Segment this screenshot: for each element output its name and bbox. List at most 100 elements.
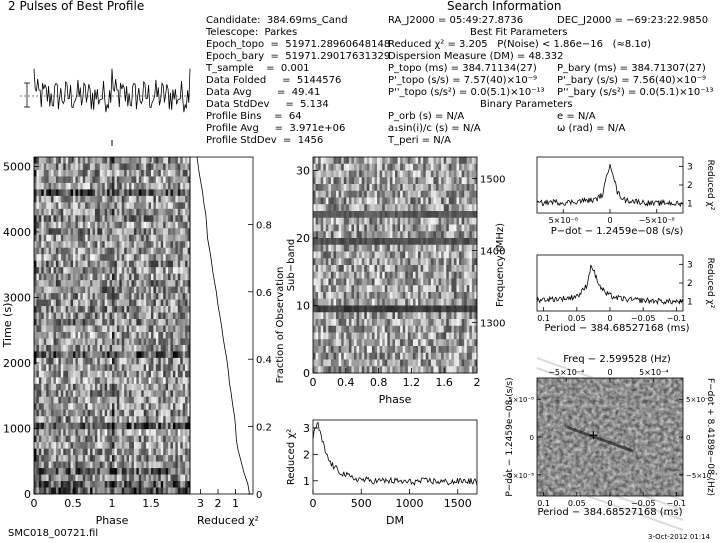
heatmap-cell bbox=[377, 265, 380, 272]
heatmap-cell bbox=[139, 481, 142, 488]
heatmap-cell bbox=[161, 345, 164, 352]
heatmap-cell bbox=[367, 265, 370, 272]
heatmap-cell bbox=[377, 279, 380, 286]
heatmap-cell bbox=[349, 265, 352, 272]
heatmap-cell bbox=[41, 274, 44, 281]
heatmap-cell bbox=[39, 442, 42, 449]
heatmap-cell bbox=[73, 189, 76, 196]
heatmap-cell bbox=[451, 245, 454, 252]
heatmap-cell bbox=[34, 300, 37, 307]
heatmap-cell bbox=[66, 215, 69, 222]
heatmap-cell bbox=[49, 300, 52, 307]
heatmap-cell bbox=[166, 157, 169, 164]
heatmap-cell bbox=[180, 254, 183, 261]
heatmap-cell bbox=[163, 338, 166, 345]
heatmap-cell bbox=[151, 481, 154, 488]
heatmap-cell bbox=[119, 326, 122, 333]
heatmap-cell bbox=[163, 183, 166, 190]
heatmap-cell bbox=[180, 228, 183, 235]
heatmap-cell bbox=[51, 455, 54, 462]
heatmap-cell bbox=[56, 442, 59, 449]
heatmap-cell bbox=[469, 177, 472, 184]
heatmap-cell bbox=[449, 225, 452, 232]
heatmap-cell bbox=[110, 377, 113, 384]
heatmap-cell bbox=[413, 272, 416, 279]
heatmap-cell bbox=[156, 429, 159, 436]
heatmap-cell bbox=[136, 488, 139, 495]
heatmap-cell bbox=[156, 215, 159, 222]
heatmap-cell bbox=[139, 364, 142, 371]
heatmap-cell bbox=[457, 211, 460, 218]
heatmap-cell bbox=[405, 245, 408, 252]
heatmap-cell bbox=[175, 319, 178, 326]
heatmap-cell bbox=[153, 410, 156, 417]
heatmap-cell bbox=[326, 285, 329, 292]
heatmap-cell bbox=[136, 455, 139, 462]
heatmap-cell bbox=[119, 248, 122, 255]
heatmap-cell bbox=[146, 248, 149, 255]
heatmap-cell bbox=[359, 184, 362, 191]
heatmap-cell bbox=[58, 261, 61, 268]
heatmap-cell bbox=[173, 176, 176, 183]
heatmap-cell bbox=[175, 196, 178, 203]
heatmap-cell bbox=[316, 245, 319, 252]
heatmap-cell bbox=[163, 371, 166, 378]
heatmap-cell bbox=[141, 215, 144, 222]
heatmap-cell bbox=[341, 204, 344, 211]
heatmap-cell bbox=[46, 416, 49, 423]
heatmap-cell bbox=[105, 377, 108, 384]
heatmap-cell bbox=[95, 215, 98, 222]
heatmap-cell bbox=[464, 279, 467, 286]
heatmap-cell bbox=[41, 462, 44, 469]
heatmap-cell bbox=[354, 225, 357, 232]
heatmap-cell bbox=[357, 164, 360, 171]
heatmap-cell bbox=[336, 225, 339, 232]
heatmap-cell bbox=[127, 384, 130, 391]
heatmap-cell bbox=[375, 225, 378, 232]
heatmap-cell bbox=[436, 265, 439, 272]
heatmap-cell bbox=[51, 390, 54, 397]
heatmap-cell bbox=[85, 261, 88, 268]
heatmap-cell bbox=[346, 258, 349, 265]
heatmap-cell bbox=[90, 397, 93, 404]
heatmap-cell bbox=[395, 164, 398, 171]
heatmap-cell bbox=[90, 358, 93, 365]
heatmap-cell bbox=[122, 436, 125, 443]
heatmap-cell bbox=[132, 306, 135, 313]
heatmap-cell bbox=[146, 403, 149, 410]
heatmap-cell bbox=[171, 209, 174, 216]
heatmap-cell bbox=[464, 252, 467, 259]
heatmap-cell bbox=[444, 157, 447, 164]
heatmap-cell bbox=[166, 481, 169, 488]
heatmap-cell bbox=[127, 468, 130, 475]
heatmap-cell bbox=[328, 265, 331, 272]
heatmap-cell bbox=[105, 222, 108, 229]
heatmap-cell bbox=[410, 245, 413, 252]
heatmap-cell bbox=[354, 285, 357, 292]
heatmap-cell bbox=[66, 332, 69, 339]
heatmap-cell bbox=[80, 215, 83, 222]
heatmap-cell bbox=[141, 326, 144, 333]
heatmap-cell bbox=[149, 481, 152, 488]
heatmap-cell bbox=[39, 371, 42, 378]
heatmap-cell bbox=[58, 183, 61, 190]
heatmap-cell bbox=[102, 442, 105, 449]
heatmap-cell bbox=[446, 164, 449, 171]
heatmap-cell bbox=[141, 274, 144, 281]
heatmap-cell bbox=[462, 171, 465, 178]
heatmap-cell bbox=[100, 442, 103, 449]
heatmap-cell bbox=[112, 235, 115, 242]
heatmap-cell bbox=[341, 306, 344, 313]
heatmap-cell bbox=[387, 191, 390, 198]
heatmap-cell bbox=[136, 481, 139, 488]
heatmap-cell bbox=[156, 183, 159, 190]
heatmap-cell bbox=[326, 265, 329, 272]
heatmap-cell bbox=[418, 218, 421, 225]
heatmap-cell bbox=[100, 157, 103, 164]
heatmap-cell bbox=[39, 189, 42, 196]
heatmap-cell bbox=[97, 248, 100, 255]
heatmap-cell bbox=[122, 410, 125, 417]
heatmap-cell bbox=[441, 164, 444, 171]
heatmap-cell bbox=[102, 222, 105, 229]
heatmap-cell bbox=[56, 163, 59, 170]
